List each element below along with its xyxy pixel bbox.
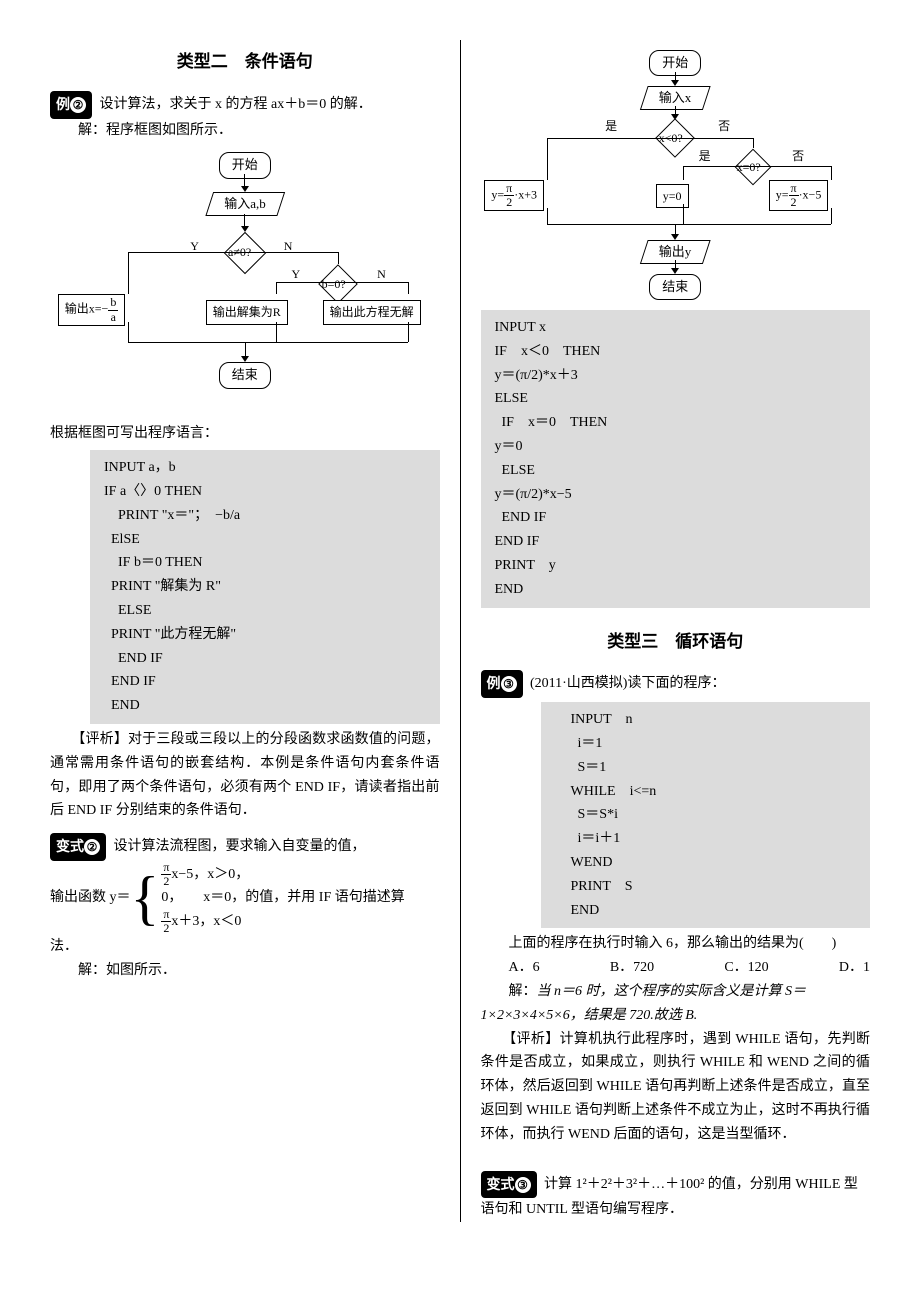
comment-ex3: 【评析】计算机执行此程序时，遇到 WHILE 语句，先判断条件是否成立，如果成立…: [481, 1028, 871, 1147]
fc-end: 结束: [219, 362, 271, 388]
fc-label-y: Y: [190, 236, 199, 256]
two-column-layout: 类型二 条件语句 例② 设计算法，求关于 x 的方程 ax＋b＝0 的解． 解：…: [50, 40, 870, 1222]
fc-output-1: 输出x=−ba: [58, 294, 126, 325]
fc-box-3: y=π2·x−5: [769, 180, 829, 211]
variant-2-tail: 法．: [50, 935, 440, 959]
flowchart-ex2: 开始 输入a,b a≠0? Y N b=0? Y N: [50, 152, 440, 412]
ex3-solution: 解：当 n＝6 时，这个程序的实际含义是计算 S＝1×2×3×4×5×6，结果是…: [481, 980, 871, 1028]
section-title-2: 类型二 条件语句: [50, 48, 440, 77]
fc-decision-2: x=0?: [735, 149, 772, 186]
fc-box-1: y=π2·x+3: [484, 180, 544, 211]
fc-label-n: N: [284, 236, 293, 256]
example-badge: 例②: [50, 91, 92, 119]
column-divider: [460, 40, 461, 1222]
fc-end: 结束: [649, 274, 701, 300]
solution-label: 解：程序框图如图所示．: [50, 119, 440, 143]
ex3-question: 上面的程序在执行时输入 6，那么输出的结果为( ): [481, 932, 871, 956]
example-3-prompt: 例③ (2011·山西模拟)读下面的程序：: [481, 670, 871, 698]
variant-3-prompt: 变式③ 计算 1²＋2²＋3²＋…＋100² 的值，分别用 WHILE 型语句和…: [481, 1171, 871, 1223]
example-2-prompt: 例② 设计算法，求关于 x 的方程 ax＋b＝0 的解．: [50, 91, 440, 119]
fc-output-3: 输出此方程无解: [323, 300, 421, 324]
fc-decision-1: a≠0?: [224, 232, 266, 274]
variant-2-prompt: 变式② 设计算法流程图，要求输入自变量的值，: [50, 833, 440, 861]
flowchart-var2: 开始 输入x x<0? 是 否 x=0? 是 否: [481, 50, 871, 300]
code-block-var2: INPUT x IF x＜0 THEN y＝(π/2)*x＋3 ELSE IF …: [481, 310, 871, 608]
code-block-ex3: INPUT n i＝1 S＝1 WHILE i<=n S＝S*i i＝i＋1 W…: [541, 702, 871, 928]
variant-2-solution: 解：如图所示．: [50, 959, 440, 983]
fc-output-2: 输出解集为R: [206, 300, 288, 324]
code-intro: 根据框图可写出程序语言：: [50, 422, 440, 446]
left-column: 类型二 条件语句 例② 设计算法，求关于 x 的方程 ax＋b＝0 的解． 解：…: [50, 40, 440, 1222]
fc-input: 输入a,b: [205, 192, 284, 216]
ex3-options: A．6 B．720 C．120 D．1: [481, 956, 871, 980]
example-badge: 例③: [481, 670, 523, 698]
right-column: 开始 输入x x<0? 是 否 x=0? 是 否: [481, 40, 871, 1222]
variant-badge: 变式②: [50, 833, 106, 861]
code-block-ex2: INPUT a，b IF a〈〉0 THEN PRINT "x＝"； −b/a …: [90, 450, 440, 724]
comment-ex2: 【评析】对于三段或三段以上的分段函数求函数值的问题，通常需用条件语句的嵌套结构．…: [50, 728, 440, 823]
variant-badge: 变式③: [481, 1171, 537, 1199]
fc-decision-2: b=0?: [318, 265, 358, 305]
piecewise-function: 输出函数 y＝ { π2x−5，x＞0， 0， x＝0，的值，并用 IF 语句描…: [50, 861, 440, 935]
section-title-3: 类型三 循环语句: [481, 628, 871, 657]
